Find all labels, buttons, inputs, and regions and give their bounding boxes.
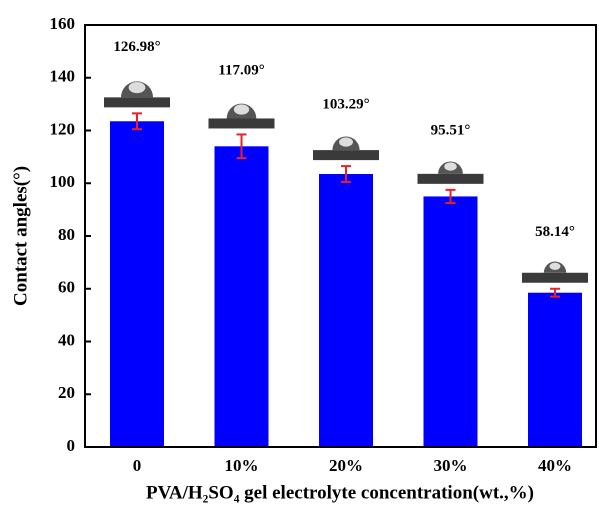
droplet-stage <box>104 97 170 107</box>
droplet-highlight <box>339 137 353 146</box>
annotation: 103.29° <box>322 96 369 112</box>
y-tick-label: 0 <box>67 436 76 455</box>
x-tick-label: 0 <box>133 456 142 475</box>
annotation: 126.98° <box>113 39 160 55</box>
y-tick-label: 80 <box>58 225 75 244</box>
bar <box>319 174 373 447</box>
y-axis-label: Contact angles(°) <box>10 166 31 306</box>
y-tick-label: 160 <box>50 14 76 33</box>
y-tick-label: 60 <box>58 278 75 297</box>
bar <box>215 146 269 447</box>
bar <box>424 196 478 447</box>
bar <box>528 293 582 447</box>
x-tick-label: 10% <box>225 456 259 475</box>
droplet-stage <box>418 174 484 184</box>
droplet-highlight <box>129 82 146 93</box>
y-tick-label: 120 <box>50 119 76 138</box>
droplet-highlight <box>444 162 456 170</box>
x-tick-label: 20% <box>329 456 363 475</box>
droplet-highlight <box>234 104 249 114</box>
droplet-stage <box>209 118 275 128</box>
x-tick-label: 30% <box>434 456 468 475</box>
y-tick-label: 20 <box>58 383 75 402</box>
droplet-stage <box>313 150 379 160</box>
x-tick-label: 40% <box>538 456 572 475</box>
y-tick-label: 40 <box>58 330 75 349</box>
droplet-stage <box>522 273 588 283</box>
droplet-highlight <box>549 263 560 270</box>
chart: Contact angles(°) PVA/H₂SO₄ gel electrol… <box>0 0 599 511</box>
x-axis-label: PVA/H₂SO₄ gel electrolyte concentration(… <box>146 482 534 503</box>
bar <box>110 121 164 447</box>
y-tick-label: 100 <box>50 172 76 191</box>
annotation: 95.51° <box>431 122 471 138</box>
annotation: 117.09° <box>218 62 264 78</box>
annotation: 58.14° <box>535 224 575 240</box>
y-tick-label: 140 <box>50 67 76 86</box>
